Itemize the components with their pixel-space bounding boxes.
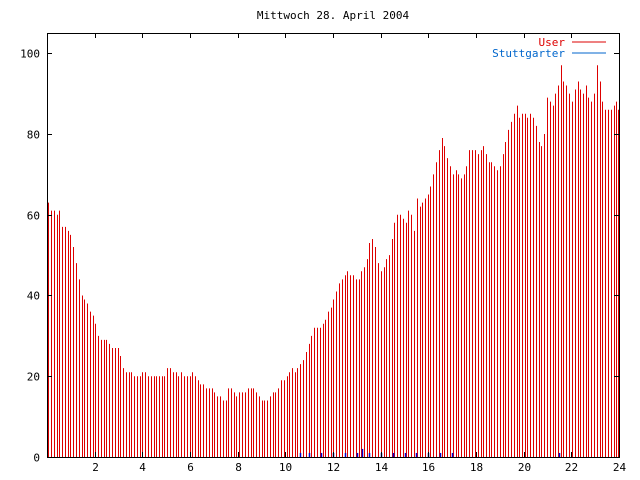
- x-tick-label-20: 20: [518, 461, 531, 474]
- x-tick-label-4: 4: [139, 461, 146, 474]
- y-tick-label-60: 60: [27, 210, 40, 223]
- legend: User Stuttgarter: [492, 36, 606, 60]
- x-tick-label-22: 22: [565, 461, 578, 474]
- x-tick-label-6: 6: [187, 461, 194, 474]
- legend-label-stuttgarter: Stuttgarter: [492, 47, 565, 60]
- y-tick-label-40: 40: [27, 290, 40, 303]
- y-tick-label-20: 20: [27, 371, 40, 384]
- x-tick-label-16: 16: [422, 461, 435, 474]
- x-tick-label-2: 2: [92, 461, 99, 474]
- y-tick-label-0: 0: [33, 452, 40, 465]
- y-tick-label-80: 80: [27, 129, 40, 142]
- x-tick-label-10: 10: [279, 461, 292, 474]
- plot-area: [48, 65, 619, 457]
- x-tick-label-14: 14: [375, 461, 389, 474]
- y-tick-label-100: 100: [20, 48, 40, 61]
- x-tick-label-24: 24: [613, 461, 627, 474]
- x-tick-label-18: 18: [470, 461, 483, 474]
- x-tick-label-12: 12: [327, 461, 340, 474]
- chart-title: Mittwoch 28. April 2004: [257, 9, 410, 22]
- legend-label-user: User: [539, 36, 566, 49]
- x-tick-label-8: 8: [235, 461, 242, 474]
